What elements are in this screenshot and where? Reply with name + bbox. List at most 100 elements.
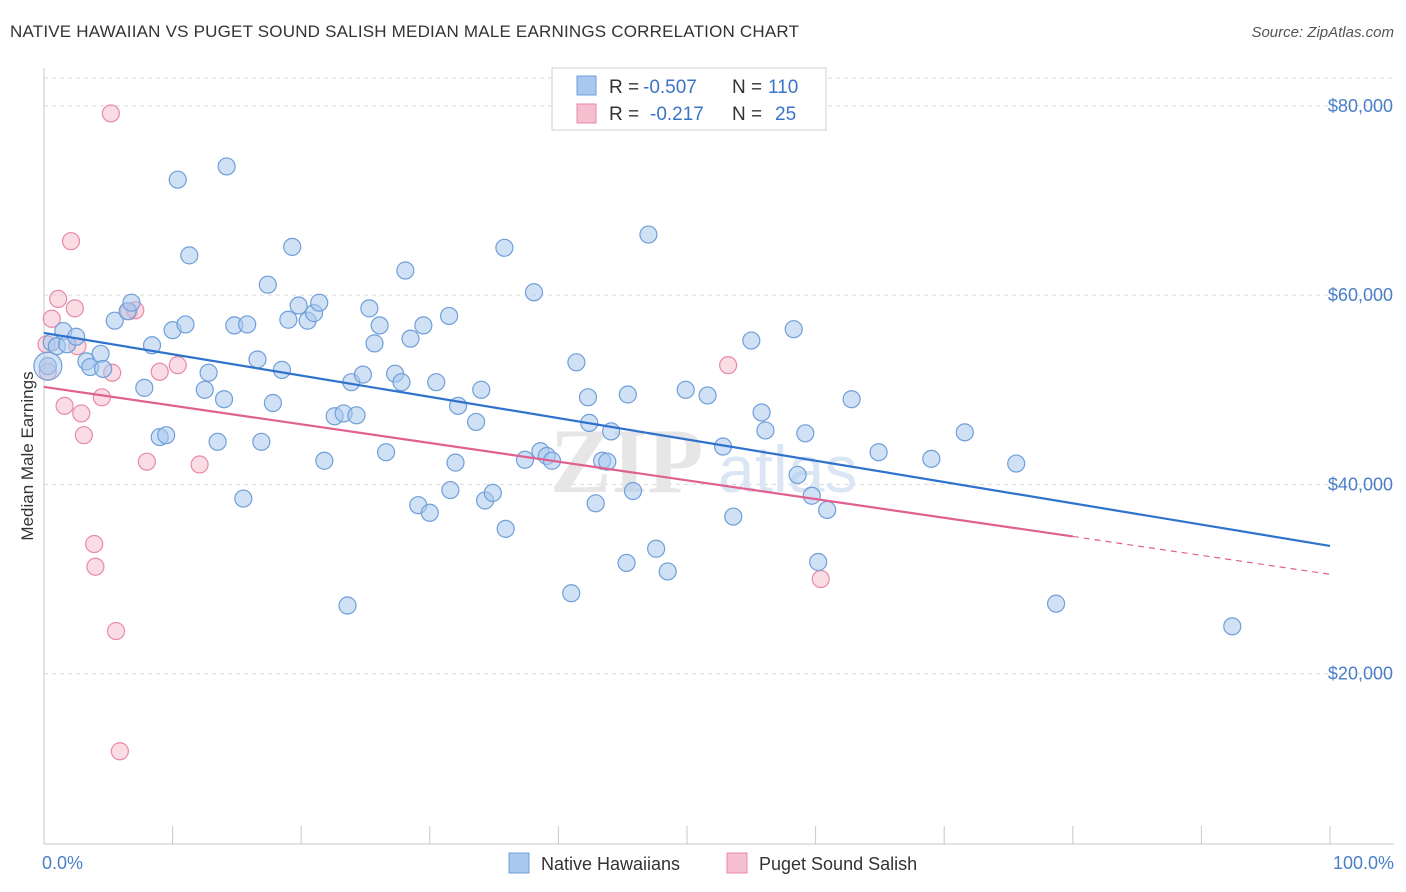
- native-hawaiians-point: [199, 363, 218, 382]
- y-tick-label: $40,000: [1328, 474, 1393, 494]
- stats-r-value-1: -0.507: [643, 77, 697, 98]
- stats-legend-swatch-blue: [576, 75, 597, 96]
- native-hawaiians-point: [1007, 454, 1026, 473]
- native-hawaiians-point: [818, 500, 837, 520]
- y-axis-label: Median Male Earnings: [18, 371, 37, 540]
- puget-sound-salish-point: [811, 569, 830, 589]
- puget-sound-salish-point: [49, 289, 68, 309]
- trend-lines: [43, 331, 1331, 575]
- native-hawaiians-point: [427, 373, 446, 392]
- native-hawaiians-point: [347, 406, 366, 425]
- native-hawaiians-point: [214, 390, 234, 409]
- puget-sound-salish-trend-line: [43, 385, 1073, 538]
- legend-swatch-puget-sound-salish: [726, 852, 748, 874]
- native-hawaiians-point: [495, 238, 514, 257]
- native-hawaiians-point: [617, 553, 636, 573]
- native-hawaiians-point: [176, 315, 195, 334]
- native-hawaiians-point: [279, 310, 298, 329]
- native-hawaiians-point: [33, 351, 63, 381]
- legend-swatch-native-hawaiians: [508, 852, 530, 874]
- puget-sound-salish-point: [85, 534, 104, 554]
- native-hawaiians-point: [698, 386, 717, 405]
- native-hawaiians-point: [91, 344, 110, 363]
- source-label: Source: ZipAtlas.com: [1251, 24, 1394, 41]
- stats-n-value-2: 25: [775, 104, 796, 125]
- puget-sound-salish-point: [74, 426, 93, 445]
- native-hawaiians-point: [315, 451, 334, 470]
- native-hawaiians-point: [135, 378, 154, 397]
- native-hawaiians-point: [466, 412, 486, 432]
- stats-r-label-2: R =: [609, 104, 639, 125]
- native-hawaiians-point: [756, 421, 775, 440]
- y-tick-labels: $20,000 $40,000 $60,000 $80,000: [1328, 96, 1393, 684]
- native-hawaiians-point: [168, 170, 187, 189]
- puget-sound-salish-trend-extension: [1072, 535, 1331, 575]
- native-hawaiians-point: [439, 306, 459, 326]
- native-hawaiians-point: [208, 432, 227, 451]
- puget-sound-salish-point: [110, 742, 129, 761]
- stats-r-label-1: R =: [609, 77, 639, 98]
- stats-legend-box: [551, 67, 827, 131]
- puget-sound-salish-point: [168, 356, 187, 375]
- native-hawaiians-point: [496, 519, 515, 538]
- native-hawaiians-point: [802, 486, 821, 505]
- chart-title: NATIVE HAWAIIAN VS PUGET SOUND SALISH ME…: [10, 22, 800, 41]
- native-hawaiians-point: [869, 443, 888, 462]
- native-hawaiians-point: [955, 423, 974, 442]
- puget-sound-salish-point: [55, 396, 74, 415]
- y-tick-label: $60,000: [1328, 285, 1393, 305]
- native-hawaiians-point: [338, 596, 357, 615]
- native-hawaiians-point: [586, 494, 605, 513]
- native-hawaiians-point: [401, 329, 420, 348]
- native-hawaiians-point: [842, 390, 861, 409]
- stats-n-value-1: 110: [768, 77, 798, 98]
- native-hawaiians-point: [234, 489, 253, 508]
- native-hawaiians-point: [370, 316, 389, 335]
- stats-legend: R = -0.507 N = 110 R = -0.217 N = 25: [551, 67, 827, 131]
- native-hawaiians-point: [420, 503, 439, 522]
- native-hawaiians-point: [515, 450, 535, 469]
- native-hawaiians-point: [414, 316, 433, 335]
- stats-n-label-1: N =: [732, 77, 762, 98]
- native-hawaiians-point: [180, 246, 199, 265]
- native-hawaiians-point: [784, 320, 803, 339]
- native-hawaiians-point: [392, 373, 411, 392]
- native-hawaiians-point: [94, 359, 113, 379]
- puget-sound-salish-point: [150, 362, 169, 381]
- native-hawaiians-point: [796, 424, 815, 443]
- native-hawaiians-point: [248, 350, 267, 369]
- native-hawaiians-point: [578, 388, 598, 407]
- native-hawaiians-point: [446, 453, 465, 472]
- puget-sound-salish-point: [92, 388, 111, 407]
- native-hawaiians-point: [195, 380, 214, 399]
- puget-sound-salish-point: [106, 621, 126, 641]
- native-hawaiians-point: [598, 452, 617, 471]
- x-tick-label-max: 100.0%: [1333, 853, 1394, 873]
- native-hawaiians-point: [252, 432, 271, 451]
- stats-n-label-2: N =: [732, 104, 762, 125]
- native-hawaiians-point: [724, 507, 743, 526]
- native-hawaiians-point: [157, 426, 176, 445]
- puget-sound-salish-point: [42, 309, 61, 328]
- x-axis-ticks: [43, 826, 1331, 844]
- native-hawaiians-point: [122, 293, 141, 312]
- native-hawaiians-point: [310, 293, 329, 312]
- series-native-hawaiians-points: [33, 157, 1242, 636]
- native-hawaiians-point: [524, 283, 544, 302]
- native-hawaiians-point: [1223, 617, 1242, 636]
- native-hawaiians-point: [483, 483, 502, 503]
- native-hawaiians-point: [263, 393, 283, 413]
- native-hawaiians-point: [365, 334, 384, 353]
- native-hawaiians-point: [376, 443, 396, 462]
- native-hawaiians-point: [922, 449, 941, 468]
- puget-sound-salish-point: [137, 452, 156, 471]
- native-hawaiians-point: [360, 299, 379, 318]
- native-hawaiians-point: [1046, 594, 1066, 613]
- y-tick-label: $80,000: [1328, 96, 1393, 116]
- puget-sound-salish-point: [190, 455, 209, 474]
- native-hawaiians-point: [676, 380, 695, 399]
- native-hawaiians-point: [272, 360, 292, 379]
- native-hawaiians-point: [647, 539, 666, 558]
- native-hawaiians-point: [809, 552, 828, 572]
- legend-label-puget-sound-salish: Puget Sound Salish: [759, 854, 917, 874]
